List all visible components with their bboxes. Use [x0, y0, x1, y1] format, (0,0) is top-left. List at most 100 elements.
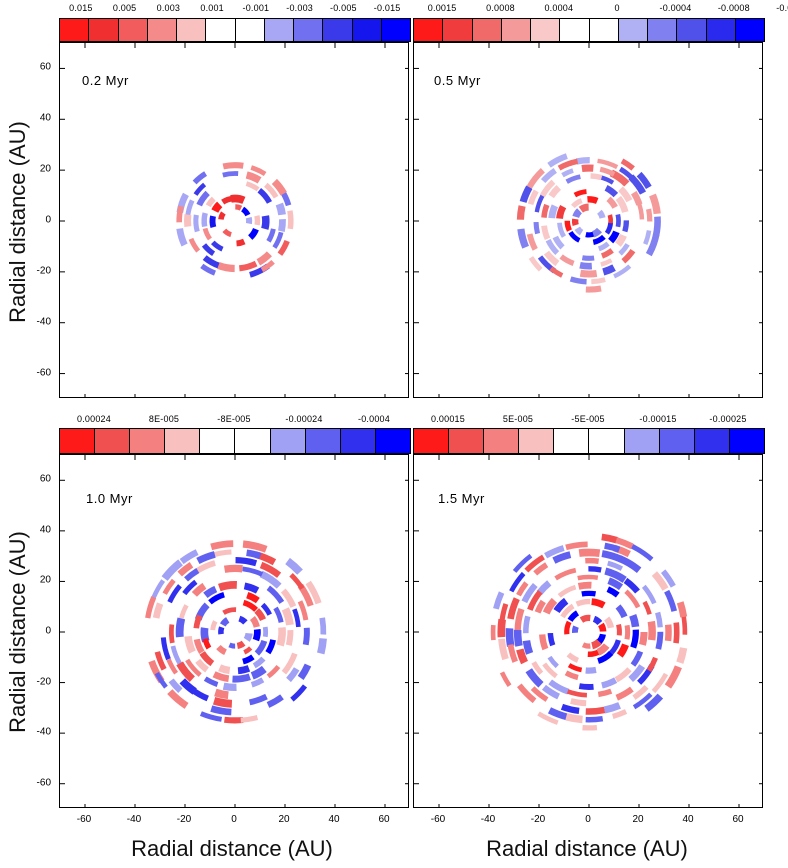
negative-perturbation-patch	[575, 157, 590, 165]
positive-perturbation-patch	[249, 616, 260, 628]
negative-perturbation-patch	[179, 678, 197, 695]
negative-perturbation-patch	[243, 632, 253, 642]
negative-perturbation-patch	[544, 545, 565, 559]
negative-perturbation-patch	[192, 171, 208, 185]
positive-perturbation-patch	[639, 632, 648, 646]
positive-perturbation-patch	[621, 248, 636, 264]
negative-perturbation-patch	[540, 167, 557, 184]
positive-perturbation-patch	[651, 571, 669, 591]
colorbar-swatch	[177, 19, 207, 41]
negative-perturbation-patch	[606, 586, 620, 598]
positive-perturbation-patch	[557, 584, 577, 598]
negative-perturbation-patch	[245, 216, 253, 225]
negative-perturbation-patch	[607, 560, 624, 571]
y-tick-label: 40	[39, 524, 51, 536]
positive-perturbation-patch	[616, 643, 629, 658]
colorbar-swatch	[501, 19, 531, 41]
negative-perturbation-patch	[290, 684, 308, 702]
x-tick-label: 40	[682, 814, 694, 825]
colorbar-swatch	[484, 429, 520, 453]
negative-perturbation-patch	[523, 615, 531, 634]
positive-perturbation-patch	[537, 711, 559, 725]
positive-perturbation-patch	[581, 642, 591, 649]
colorbar-tick-label: -0.0012	[776, 3, 788, 13]
colorbar-tick-label: 0	[614, 3, 620, 13]
positive-perturbation-patch	[565, 713, 583, 724]
positive-perturbation-patch	[177, 562, 194, 577]
positive-perturbation-patch	[573, 189, 587, 198]
positive-perturbation-patch	[526, 233, 538, 251]
positive-perturbation-patch	[167, 689, 189, 709]
positive-perturbation-patch	[585, 285, 602, 293]
negative-perturbation-patch	[643, 230, 652, 245]
negative-perturbation-patch	[630, 543, 654, 562]
negative-perturbation-patch	[541, 684, 560, 700]
plot-area: 1.5 Myr	[413, 454, 763, 808]
positive-perturbation-patch	[575, 598, 591, 607]
negative-perturbation-patch	[232, 673, 251, 683]
negative-perturbation-patch	[259, 570, 282, 589]
negative-perturbation-patch	[545, 239, 560, 255]
negative-perturbation-patch	[655, 631, 664, 650]
positive-perturbation-patch	[582, 724, 598, 731]
positive-perturbation-patch	[239, 260, 258, 272]
colorbar-swatch	[381, 19, 410, 41]
x-tick-label: 20	[632, 814, 644, 825]
negative-perturbation-patch	[262, 626, 269, 638]
negative-perturbation-patch	[613, 264, 632, 279]
negative-perturbation-patch	[201, 212, 208, 228]
negative-perturbation-patch	[597, 241, 610, 252]
colorbar-tick-label: 0.0004	[544, 3, 574, 13]
positive-perturbation-patch	[673, 622, 680, 644]
negative-perturbation-patch	[248, 693, 268, 706]
positive-perturbation-patch	[567, 663, 583, 673]
negative-perturbation-patch	[210, 705, 232, 716]
positive-perturbation-patch	[585, 557, 600, 565]
negative-perturbation-patch	[567, 610, 580, 622]
negative-perturbation-patch	[201, 243, 216, 257]
positive-perturbation-patch	[277, 239, 290, 256]
positive-perturbation-patch	[287, 210, 294, 230]
positive-perturbation-patch	[166, 658, 178, 675]
positive-perturbation-patch	[184, 635, 196, 654]
colorbar-tick-label: -8E-005	[217, 414, 251, 424]
positive-perturbation-patch	[202, 227, 212, 241]
positive-perturbation-patch	[527, 189, 539, 205]
negative-perturbation-patch	[222, 682, 237, 691]
negative-perturbation-patch	[170, 645, 183, 666]
negative-perturbation-patch	[601, 677, 618, 689]
y-axis-title-bottom: Radial distance (AU)	[5, 531, 30, 733]
positive-perturbation-patch	[577, 581, 592, 590]
negative-perturbation-patch	[512, 553, 533, 573]
colorbar-tick-label: 0.00024	[77, 414, 111, 424]
positive-perturbation-patch	[188, 237, 201, 253]
negative-perturbation-patch	[252, 629, 261, 642]
time-label: 0.2 Myr	[82, 73, 129, 88]
negative-perturbation-patch	[203, 676, 219, 687]
positive-perturbation-patch	[646, 656, 658, 673]
y-tick-label: -60	[36, 777, 51, 789]
positive-perturbation-patch	[236, 640, 246, 649]
negative-perturbation-patch	[203, 585, 218, 599]
colorbar-tick-label: -0.00015	[639, 414, 677, 424]
positive-perturbation-patch	[556, 204, 567, 219]
negative-perturbation-patch	[661, 569, 676, 588]
colorbar-tick-label: -5E-005	[571, 414, 605, 424]
negative-perturbation-patch	[260, 602, 272, 616]
negative-perturbation-patch	[505, 628, 515, 647]
x-tick-label: 0	[231, 814, 237, 825]
y-tick-label: -60	[36, 367, 51, 379]
positive-perturbation-patch	[601, 248, 614, 259]
positive-perturbation-patch	[632, 685, 649, 700]
negative-perturbation-patch	[597, 209, 606, 219]
colorbar	[59, 18, 411, 42]
colorbar-swatch	[560, 19, 590, 41]
negative-perturbation-patch	[317, 638, 327, 655]
positive-perturbation-patch	[256, 251, 272, 266]
positive-perturbation-patch	[530, 686, 549, 702]
positive-perturbation-patch	[664, 665, 682, 689]
colorbar-tick-label: -0.0008	[717, 3, 750, 13]
plot-area: 1.0 Myr	[59, 454, 409, 808]
negative-perturbation-patch	[622, 220, 629, 233]
positive-perturbation-patch	[591, 277, 606, 285]
